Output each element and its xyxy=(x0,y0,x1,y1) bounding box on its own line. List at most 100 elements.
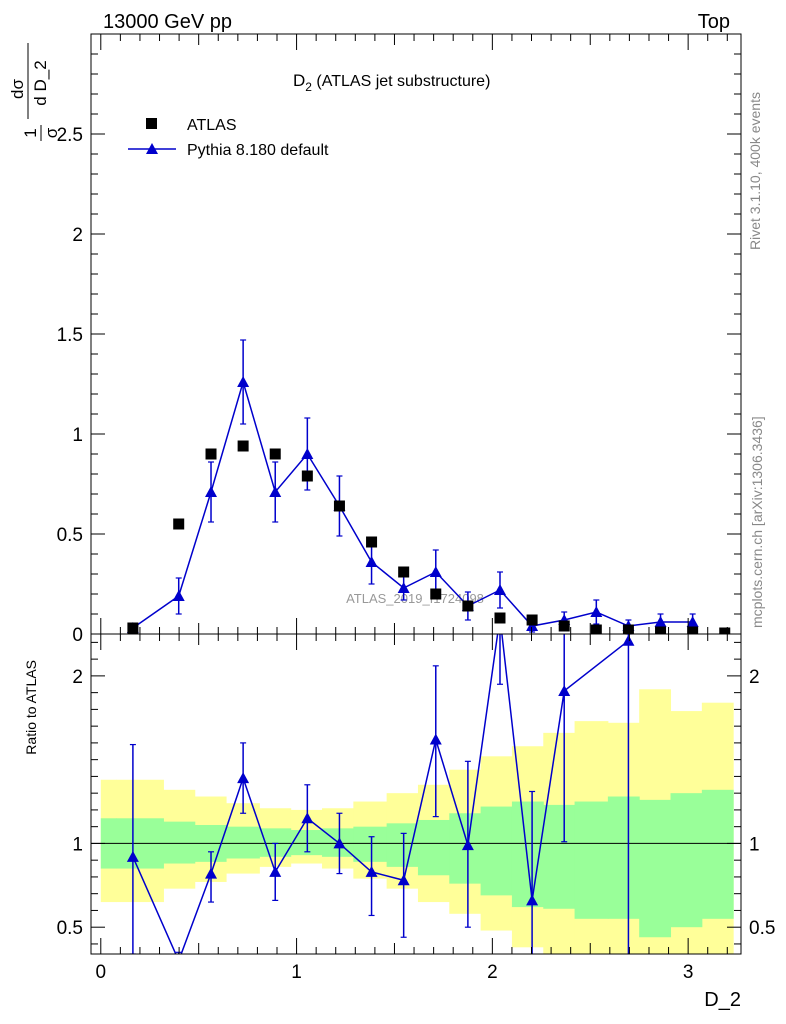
mc-ratio-marker xyxy=(126,850,139,862)
mc-marker xyxy=(397,582,410,593)
mc-ratio-marker xyxy=(429,733,442,745)
main-panel-axes: 0.5 1 1.5 2 2.5 0 xyxy=(57,34,741,646)
mc-marker xyxy=(590,606,603,617)
legend: ATLAS Pythia 8.180 default xyxy=(128,117,329,159)
data-point xyxy=(430,588,442,600)
data-point xyxy=(237,440,249,452)
band-inner-segment xyxy=(417,819,450,876)
plot-title: D2 (ATLAS jet substructure) xyxy=(293,71,490,94)
mc-ratio-marker xyxy=(461,839,474,851)
mc-ratio-marker xyxy=(173,955,185,966)
mc-series-top xyxy=(126,339,699,633)
header-process-label: Top xyxy=(698,11,730,33)
y-tick-label: 2 xyxy=(72,225,83,246)
plot-title-rest: (ATLAS jet substructure) xyxy=(312,73,490,90)
data-point xyxy=(366,536,378,548)
data-point xyxy=(655,626,667,634)
mc-ratio-point xyxy=(237,742,250,814)
mc-ratio-point xyxy=(205,851,218,903)
mc-ratio-marker xyxy=(333,837,346,849)
x-tick-label: 1 xyxy=(291,962,302,983)
mc-ratio-point xyxy=(622,634,635,954)
mc-marker xyxy=(205,486,218,497)
ratio-y-tick-label-right: 0.5 xyxy=(749,918,775,939)
main-panel: ATLAS_2019_I1724098 0.511.522.50 D2 (ATL… xyxy=(8,33,742,646)
mc-point xyxy=(205,461,218,523)
mc-ratio-marker xyxy=(558,684,571,696)
plot-title-main: D xyxy=(293,71,305,90)
mc-ratio-marker xyxy=(205,867,218,879)
mc-ratio-marker xyxy=(301,812,314,824)
mc-ratio-point xyxy=(301,784,314,853)
mc-ratio-point xyxy=(269,842,282,901)
mc-point xyxy=(172,577,185,615)
mc-point xyxy=(590,599,603,625)
mc-ratio-point xyxy=(526,790,539,954)
band-inner-segment xyxy=(607,796,640,919)
mc-marker xyxy=(365,556,378,567)
mc-ratio-point xyxy=(397,832,410,938)
ylabel-d-den: d D_2 xyxy=(31,60,50,105)
mc-marker xyxy=(654,616,667,627)
data-point xyxy=(462,600,474,612)
legend-data-marker xyxy=(146,118,157,129)
mc-ratio-point xyxy=(429,665,442,818)
data-point xyxy=(398,566,410,578)
mc-marker xyxy=(686,616,699,627)
data-point xyxy=(558,620,570,632)
data-point xyxy=(205,448,217,460)
band-inner-segment xyxy=(480,806,513,896)
mc-ratio-point xyxy=(365,836,378,917)
watermark-label: ATLAS_2019_I1724098 xyxy=(346,591,484,606)
data-point xyxy=(127,622,139,634)
x-axis-label: D_2 xyxy=(704,989,741,1011)
mc-ratio-point xyxy=(558,634,571,843)
y-tick-label: 1 xyxy=(72,425,83,446)
data-series-top xyxy=(127,440,731,634)
mc-point xyxy=(493,571,506,609)
rivet-info-label: Rivet 3.1.10, 400k events xyxy=(747,92,763,250)
mc-point xyxy=(429,549,442,595)
data-point xyxy=(622,624,634,634)
data-point xyxy=(526,614,538,626)
y-axis-label-ratio: Ratio to ATLAS xyxy=(23,660,39,755)
mc-ratio-marker xyxy=(526,894,539,906)
ratio-panel-axes: 0.5 0.5 1 1 2 2 0 1 2 3 xyxy=(57,634,775,983)
mc-marker xyxy=(493,584,506,595)
mc-ratio-marker xyxy=(269,865,282,877)
data-point xyxy=(494,612,506,624)
mc-point xyxy=(269,461,282,523)
band-inner-segment xyxy=(574,801,609,919)
data-point xyxy=(719,627,731,634)
y-tick-label: 1.5 xyxy=(57,325,83,346)
ratio-panel-frame xyxy=(90,633,742,955)
mc-ratio-marker xyxy=(365,865,378,877)
data-point xyxy=(333,500,345,512)
x-tick-label: 3 xyxy=(683,962,694,983)
band-inner-segment xyxy=(670,793,703,928)
band-inner-segment xyxy=(701,789,734,919)
band-inner-segment xyxy=(226,826,260,859)
data-point xyxy=(687,626,699,634)
data-point xyxy=(301,470,313,482)
mc-ratio-marker xyxy=(237,772,250,784)
mc-ratio-marker xyxy=(397,874,410,886)
data-point xyxy=(173,518,185,530)
y-tick-label-zero: 0 xyxy=(72,625,83,646)
ratio-y-tick-label-left: 2 xyxy=(72,667,83,688)
mc-ratio-marker xyxy=(622,634,635,646)
y-tick-label: 2.5 xyxy=(57,125,83,146)
ratio-y-tick-label-left: 0.5 xyxy=(57,918,83,939)
ylabel-d-num: dσ xyxy=(8,79,27,99)
header-energy-label: 13000 GeV pp xyxy=(103,11,232,33)
ylabel-factor-den: σ xyxy=(42,127,61,138)
data-point xyxy=(590,624,602,634)
x-tick-label: 2 xyxy=(487,962,498,983)
mcplots-label: mcplots.cern.ch [arXiv:1306.3436] xyxy=(749,416,765,628)
ratio-y-tick-label-right: 1 xyxy=(749,834,760,855)
band-inner-segment xyxy=(386,823,419,867)
mc-point xyxy=(237,339,250,425)
mc-marker xyxy=(429,566,442,577)
ratio-y-tick-label-left: 1 xyxy=(72,834,83,855)
